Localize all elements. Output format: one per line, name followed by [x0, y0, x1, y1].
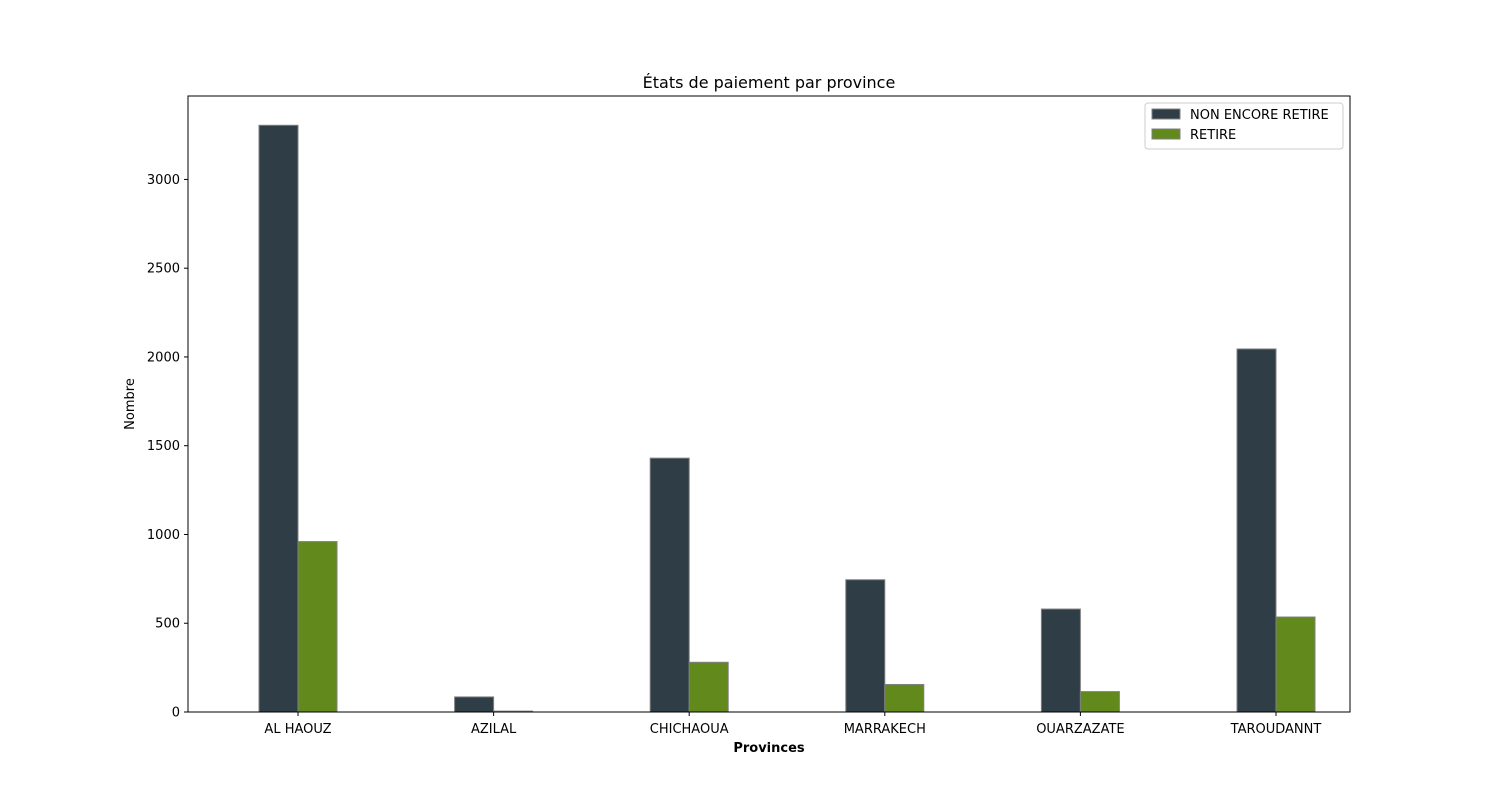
bar-non-encore-retire — [845, 579, 886, 713]
legend-label: NON ENCORE RETIRE — [1190, 108, 1329, 123]
x-tick-label: MARRAKECH — [844, 722, 926, 737]
legend-label: RETIRE — [1190, 128, 1236, 143]
bar-non-encore-retire — [1040, 608, 1081, 713]
bar-non-encore-retire — [454, 696, 495, 713]
bars-layer — [258, 124, 1316, 713]
x-tick-label: AZILAL — [471, 722, 517, 737]
x-axis-label: Provinces — [733, 741, 805, 756]
bar-retire — [297, 541, 338, 713]
legend-box — [1144, 102, 1344, 150]
x-axis: AL HAOUZ AZILAL CHICHAOUA MARRAKECH OUARZAZA… — [264, 712, 1321, 737]
bar-retire — [1079, 691, 1120, 713]
x-tick-label: OUARZAZATE — [1036, 722, 1124, 737]
y-tick-label: 0 — [172, 706, 180, 721]
bar-retire — [688, 661, 729, 713]
legend-swatch — [1151, 128, 1181, 140]
y-tick-label: 3000 — [147, 173, 180, 188]
y-axis: 0 500 1000 1500 2000 2500 3000 — [147, 173, 188, 721]
chart-title: États de paiement par province — [643, 73, 896, 92]
plot-frame — [187, 95, 1351, 713]
y-tick-label: 1500 — [147, 439, 180, 454]
bar-retire — [884, 683, 925, 713]
bar-non-encore-retire — [649, 457, 690, 713]
legend-swatch — [1151, 108, 1181, 120]
bar-non-encore-retire — [258, 124, 299, 713]
x-tick-label: CHICHAOUA — [650, 722, 729, 737]
x-tick-label: TAROUDANNT — [1230, 722, 1322, 737]
x-tick-label: AL HAOUZ — [264, 722, 331, 737]
bar-retire — [1275, 616, 1316, 713]
y-axis-label: Nombre — [123, 378, 138, 430]
bar-non-encore-retire — [1236, 348, 1277, 713]
y-tick-label: 2500 — [147, 262, 180, 277]
y-tick-label: 2000 — [147, 350, 180, 365]
y-tick-label: 500 — [155, 617, 180, 632]
y-tick-label: 1000 — [147, 528, 180, 543]
legend: NON ENCORE RETIRE RETIRE — [1144, 102, 1344, 150]
